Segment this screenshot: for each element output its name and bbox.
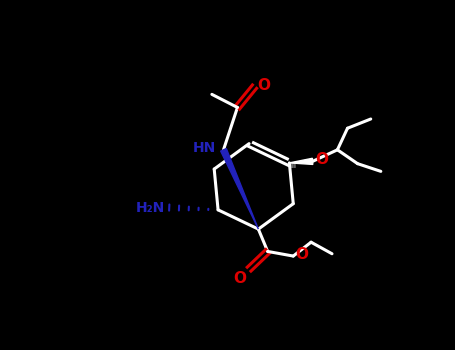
- Polygon shape: [289, 158, 313, 164]
- Text: III: III: [290, 163, 296, 169]
- Text: O: O: [296, 247, 308, 262]
- Text: O: O: [234, 272, 247, 286]
- Text: O: O: [315, 152, 328, 167]
- Text: HN: HN: [192, 141, 216, 155]
- Polygon shape: [221, 148, 258, 229]
- Text: O: O: [257, 78, 270, 93]
- Text: H₂N: H₂N: [136, 201, 165, 215]
